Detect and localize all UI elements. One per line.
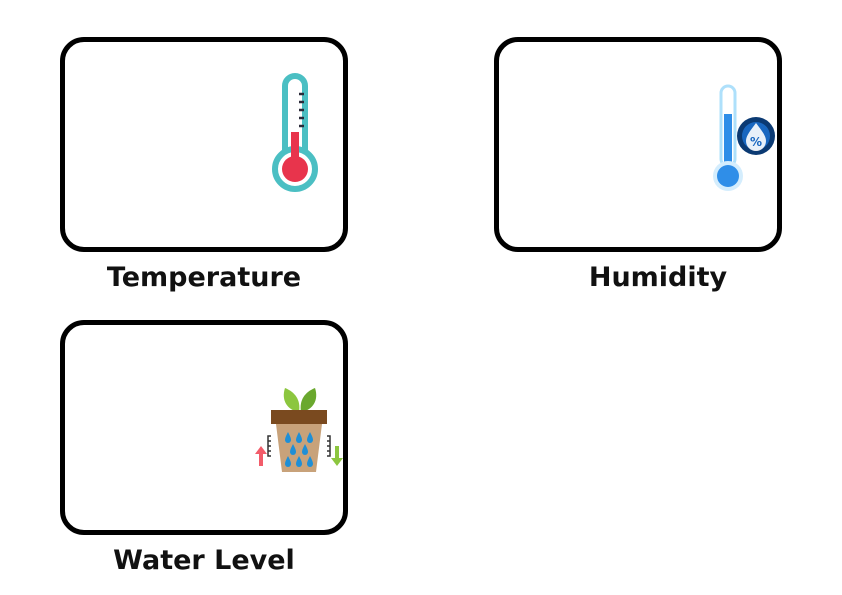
humidity-card[interactable]: %: [494, 37, 782, 252]
humidity-label: Humidity: [588, 262, 728, 293]
svg-text:%: %: [750, 135, 762, 149]
temperature-label: Temperature: [106, 262, 302, 293]
water-level-card[interactable]: [60, 320, 348, 535]
temperature-card[interactable]: [60, 37, 348, 252]
thermometer-icon: [272, 73, 318, 192]
humidity-thermometer-icon: %: [713, 84, 775, 191]
water-level-label: Water Level: [113, 545, 295, 576]
plant-pot-water-level-icon: [255, 388, 343, 472]
